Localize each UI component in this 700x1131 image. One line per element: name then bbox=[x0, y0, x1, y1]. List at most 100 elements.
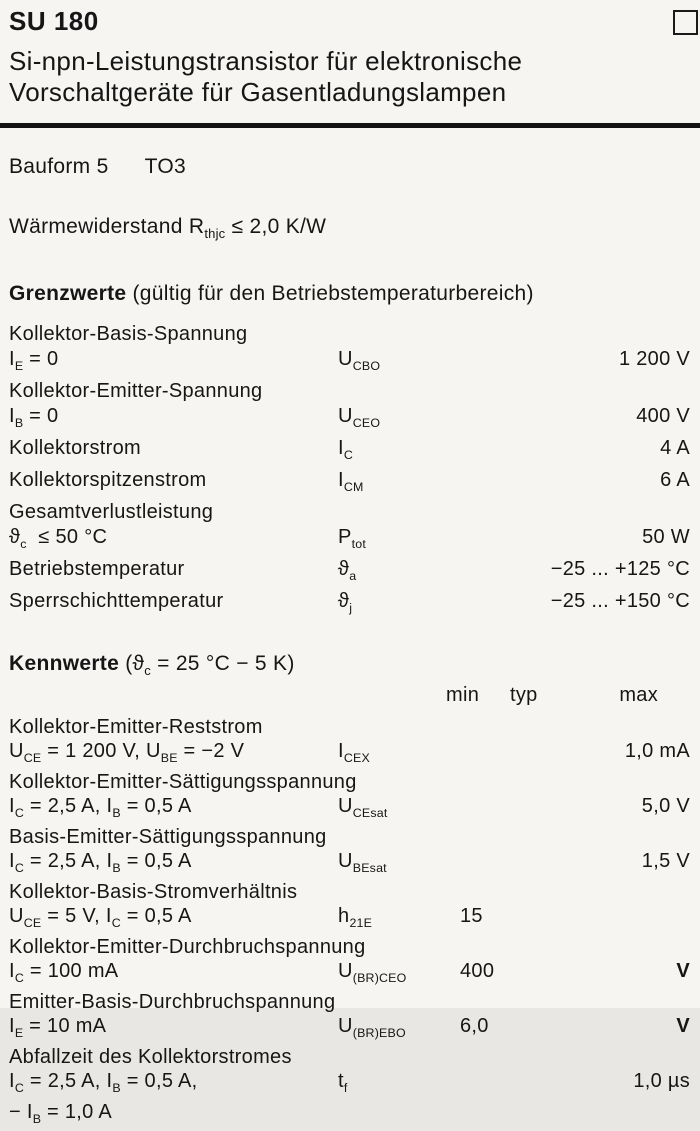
min-value bbox=[446, 1100, 510, 1131]
table-row: Kollektor-Basis-Spannung bbox=[0, 322, 700, 347]
parameter-label: Betriebstemperatur bbox=[9, 558, 185, 581]
parameter-label: IE = 0 bbox=[9, 348, 59, 374]
min-value bbox=[446, 880, 510, 904]
parameter-label: IC = 100 mA bbox=[9, 960, 119, 986]
header: SU 180 bbox=[0, 6, 700, 37]
parameter-symbol bbox=[338, 379, 453, 404]
table-row: UCE = 5 V, IC = 0,5 A h21E 15 bbox=[0, 904, 700, 935]
min-value bbox=[446, 770, 510, 794]
grenzwerte-heading-note: (gültig für den Betriebstemperaturbereic… bbox=[132, 282, 534, 306]
typ-value bbox=[510, 959, 568, 990]
grenzwerte-heading: Grenzwerte (gültig für den Betriebstempe… bbox=[0, 282, 700, 306]
parameter-symbol: h21E bbox=[338, 905, 373, 931]
max-value bbox=[568, 715, 690, 739]
max-value: V bbox=[676, 960, 690, 983]
typ-value bbox=[510, 990, 568, 1014]
table-row: IC = 2,5 A, IB = 0,5 A UCEsat 5,0 V bbox=[0, 794, 700, 825]
min-value bbox=[446, 794, 510, 825]
typ-value bbox=[510, 849, 568, 880]
title-line-2: Vorschaltgeräte für Gasentladungslampen bbox=[9, 77, 507, 107]
typ-value bbox=[510, 770, 568, 794]
max-value bbox=[568, 1045, 690, 1069]
parameter-label: Kollektor-Emitter-Reststrom bbox=[9, 716, 263, 739]
parameter-label: IB = 0 bbox=[9, 405, 59, 431]
limit-value: 1 200 V bbox=[618, 348, 690, 371]
parameter-symbol bbox=[338, 770, 446, 794]
grenzwerte-heading-title: Grenzwerte bbox=[9, 282, 127, 306]
kennwerte-heading: Kennwerte (ϑc = 25 °C − 5 K) bbox=[0, 652, 700, 678]
parameter-symbol: ICM bbox=[338, 469, 364, 495]
table-row: IB = 0 UCEO 400 V bbox=[0, 404, 700, 436]
divider-rule bbox=[0, 123, 700, 128]
parameter-label: Kollektor-Basis-Spannung bbox=[9, 323, 248, 346]
parameter-symbol: UCEsat bbox=[338, 795, 388, 821]
package-info: Bauform 5 TO3 bbox=[0, 155, 700, 179]
parameter-symbol: IC bbox=[338, 437, 354, 463]
max-value: 1,0 µs bbox=[633, 1070, 690, 1093]
limit-value bbox=[453, 379, 690, 404]
parameter-symbol: tf bbox=[338, 1070, 348, 1096]
page-title: Si-npn-Leistungstransistor für elektroni… bbox=[0, 46, 700, 108]
typ-value bbox=[510, 1100, 568, 1131]
parameter-symbol: ϑj bbox=[338, 590, 353, 616]
parameter-label: UCE = 1 200 V, UBE = −2 V bbox=[9, 740, 245, 766]
limit-value: −25 ... +150 °C bbox=[550, 590, 690, 613]
grenzwerte-table: Kollektor-Basis-Spannung IE = 0 UCBO 1 2… bbox=[0, 322, 700, 621]
typ-value bbox=[510, 880, 568, 904]
limit-value bbox=[453, 500, 690, 525]
parameter-symbol bbox=[338, 715, 446, 739]
parameter-symbol bbox=[338, 1045, 446, 1069]
table-row: UCE = 1 200 V, UBE = −2 V ICEX 1,0 mA bbox=[0, 739, 700, 770]
parameter-label: Abfallzeit des Kollektorstromes bbox=[9, 1046, 292, 1069]
typ-value bbox=[510, 715, 568, 739]
table-row: IC = 2,5 A, IB = 0,5 A, tf 1,0 µs bbox=[0, 1069, 700, 1100]
max-value bbox=[568, 770, 690, 794]
parameter-label: Kollektorstrom bbox=[9, 437, 142, 460]
min-value: 400 bbox=[460, 960, 495, 983]
table-row: Kollektorstrom IC 4 A bbox=[0, 436, 700, 468]
max-value: 1,5 V bbox=[641, 850, 690, 873]
max-value bbox=[568, 880, 690, 904]
corner-box-icon bbox=[673, 10, 698, 35]
parameter-symbol: UBEsat bbox=[338, 850, 387, 876]
package-type: TO3 bbox=[144, 155, 186, 178]
parameter-label: UCE = 5 V, IC = 0,5 A bbox=[9, 905, 192, 931]
parameter-label: Emitter-Basis-Durchbruchspannung bbox=[9, 991, 336, 1014]
part-number: SU 180 bbox=[9, 6, 99, 36]
limit-value: 50 W bbox=[642, 526, 690, 549]
table-row: Kollektor-Basis-Stromverhältnis bbox=[0, 880, 700, 904]
min-value bbox=[446, 825, 510, 849]
typ-value bbox=[510, 1014, 568, 1045]
typ-value bbox=[510, 904, 568, 935]
parameter-label: Kollektor-Basis-Stromverhältnis bbox=[9, 881, 298, 904]
limit-value: −25 ... +125 °C bbox=[550, 558, 690, 581]
table-row: Betriebstemperatur ϑa −25 ... +125 °C bbox=[0, 557, 700, 589]
min-value bbox=[446, 1045, 510, 1069]
table-row: − IB = 1,0 A bbox=[0, 1100, 700, 1131]
min-value bbox=[446, 715, 510, 739]
min-value bbox=[446, 739, 510, 770]
parameter-label: Basis-Emitter-Sättigungsspannung bbox=[9, 826, 327, 849]
thermal-resistance-line: Wärmewiderstand Rthjc ≤ 2,0 K/W bbox=[0, 215, 700, 241]
table-row: Kollektor-Emitter-Durchbruchspannung bbox=[0, 935, 700, 959]
parameter-symbol bbox=[338, 1100, 446, 1131]
max-value bbox=[568, 1100, 690, 1131]
kennwerte-column-headers: min typ max bbox=[0, 683, 700, 707]
table-row: IC = 2,5 A, IB = 0,5 A UBEsat 1,5 V bbox=[0, 849, 700, 880]
limit-value bbox=[453, 322, 690, 347]
parameter-label: IC = 2,5 A, IB = 0,5 A bbox=[9, 850, 192, 876]
title-line-1: Si-npn-Leistungstransistor für elektroni… bbox=[9, 46, 523, 76]
table-row: IE = 0 UCBO 1 200 V bbox=[0, 347, 700, 379]
grenzwerte-section: Grenzwerte (gültig für den Betriebstempe… bbox=[0, 282, 700, 621]
table-row: Kollektor-Emitter-Spannung bbox=[0, 379, 700, 404]
spacer bbox=[9, 683, 338, 707]
parameter-symbol bbox=[338, 990, 446, 1014]
kennwerte-heading-title: Kennwerte bbox=[9, 652, 120, 676]
min-value bbox=[446, 849, 510, 880]
table-row: Kollektorspitzenstrom ICM 6 A bbox=[0, 468, 700, 500]
parameter-label: IE = 10 mA bbox=[9, 1015, 107, 1041]
table-row: Abfallzeit des Kollektorstromes bbox=[0, 1045, 700, 1069]
max-value bbox=[568, 990, 690, 1014]
table-row: IE = 10 mA U(BR)EBO 6,0 V bbox=[0, 1014, 700, 1045]
table-row: Sperrschichttemperatur ϑj −25 ... +150 °… bbox=[0, 589, 700, 621]
